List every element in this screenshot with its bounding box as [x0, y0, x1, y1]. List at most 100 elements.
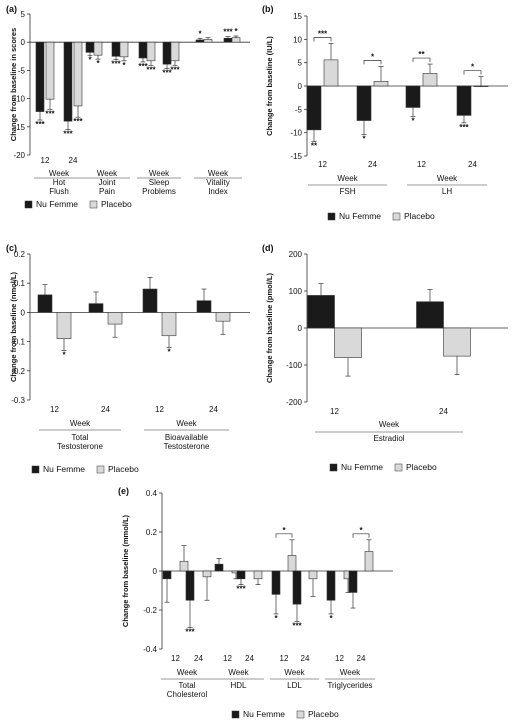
bar: [443, 327, 471, 357]
bar: [326, 570, 336, 601]
legend-swatch-placebo: [96, 465, 105, 474]
bar: [170, 41, 180, 62]
bar: [88, 303, 104, 313]
bar: [119, 41, 129, 58]
group-name-label: Vitality: [206, 178, 229, 187]
panel-label: (e): [118, 486, 129, 496]
bar: [107, 312, 123, 325]
y-axis-title: Change from baseline in scores: [9, 28, 18, 141]
bar: [231, 37, 241, 43]
y-tick-label: 5: [21, 10, 26, 19]
group-name-label: Hot: [53, 178, 66, 187]
y-tick-label: 5: [298, 59, 303, 68]
group-week-label: Week: [337, 174, 358, 183]
x-tick-label: 12: [171, 654, 180, 663]
legend-swatch-nu-femme: [329, 463, 338, 472]
legend-label-placebo: Placebo: [406, 462, 437, 472]
bar: [456, 85, 472, 116]
y-tick-label: 200: [289, 250, 303, 259]
group-name-label: FSH: [340, 187, 356, 196]
significance-label: ***: [45, 109, 55, 118]
bar: [85, 41, 95, 53]
legend-swatch-placebo: [296, 710, 305, 719]
y-tick-label: -100: [286, 361, 303, 370]
bar: [195, 39, 205, 43]
y-tick-label: -5: [18, 66, 26, 75]
bar: [253, 570, 263, 580]
group-name-label: Triglycerides: [327, 681, 372, 690]
bar: [307, 295, 335, 329]
y-tick-label: 0: [21, 38, 26, 47]
group-week-label: Week: [437, 174, 458, 183]
y-tick-label: 0: [298, 82, 303, 91]
legend-swatch-nu-femme: [24, 200, 33, 209]
bracket-significance-label: **: [418, 50, 425, 59]
x-tick-label: 12: [223, 654, 232, 663]
legend-label-placebo: Placebo: [404, 211, 435, 221]
bar: [223, 37, 233, 43]
bar: [236, 570, 246, 580]
y-axis-title: Change from baseline (IU/L): [265, 36, 274, 136]
y-tick-label: 0.4: [146, 489, 158, 498]
bar: [63, 41, 73, 122]
x-tick-label: 24: [101, 405, 110, 414]
y-axis-title: Change from baseline (pmol/L): [265, 272, 274, 383]
panel-label: (c): [6, 243, 17, 253]
x-tick-label: 24: [209, 405, 218, 414]
significance-label: ***: [292, 622, 302, 631]
group-name-label: Joint: [99, 178, 117, 187]
group-name-label: Sleep: [149, 178, 170, 187]
bar: [364, 551, 374, 572]
y-tick-label: -0.2: [143, 606, 157, 615]
legend-swatch-placebo: [89, 200, 98, 209]
comparison-bracket: [463, 70, 482, 75]
group-week-label: Week: [49, 169, 70, 178]
y-tick-label: -0.4: [143, 645, 157, 654]
group-name-label: LH: [442, 187, 452, 196]
x-tick-label: 24: [357, 654, 366, 663]
bar: [93, 41, 103, 56]
group-name-label: Total: [72, 433, 89, 442]
group-week-label: Week: [284, 668, 305, 677]
y-tick-label: -5: [295, 105, 303, 114]
y-axis-title: Change from baseline (nmol/L): [9, 271, 18, 382]
group-week-label: Week: [149, 169, 170, 178]
group-week-label: Week: [177, 668, 198, 677]
group-name-label: Problems: [142, 187, 176, 196]
significance-label: ***: [138, 62, 148, 71]
group-week-label: Week: [228, 668, 249, 677]
x-tick-label: 12: [318, 160, 327, 169]
bar: [323, 59, 339, 87]
group-name-label: Flush: [49, 187, 69, 196]
group-name-label: Pain: [99, 187, 115, 196]
comparison-bracket: [363, 60, 382, 65]
bar: [162, 41, 172, 65]
legend-label-nu-femme: Nu Femme: [341, 462, 383, 472]
bar: [196, 300, 212, 313]
bar: [146, 41, 156, 62]
significance-label: ***: [223, 28, 233, 37]
bar: [292, 570, 302, 605]
bar: [56, 312, 72, 339]
bar: [334, 327, 362, 358]
bar: [271, 570, 281, 595]
significance-label: **: [311, 142, 318, 151]
legend: Nu Femme Placebo: [24, 199, 132, 209]
y-tick-label: -15: [13, 123, 25, 132]
bar: [373, 81, 389, 87]
legend-swatch-nu-femme: [231, 710, 240, 719]
panel-b: (b) 15 10 5 0 -5 -10 -15 Change from baseline (I…: [262, 4, 508, 221]
significance-label: *: [96, 59, 100, 68]
x-tick-label: 24: [301, 654, 310, 663]
bar: [202, 570, 212, 578]
legend-label-placebo: Placebo: [101, 199, 132, 209]
bracket-significance-label: *: [359, 526, 363, 535]
legend-label-placebo: Placebo: [308, 709, 339, 719]
x-tick-label: 24: [368, 160, 377, 169]
panel-c: (c)0.2 0.1 0 -0.1 -0.2 -0.3 Change from baseli…: [6, 243, 250, 474]
y-tick-label: 0: [153, 567, 158, 576]
group-week-label: Week: [176, 419, 197, 428]
bar: [185, 570, 195, 601]
y-tick-label: 100: [289, 287, 303, 296]
significance-label: ***: [146, 65, 156, 74]
